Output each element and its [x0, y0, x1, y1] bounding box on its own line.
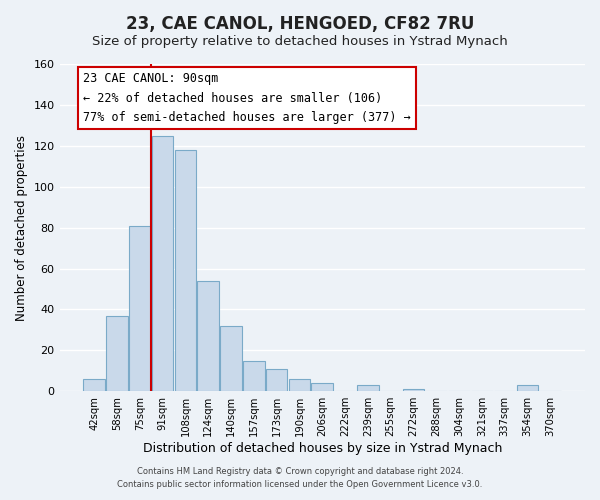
Text: 23 CAE CANOL: 90sqm
← 22% of detached houses are smaller (106)
77% of semi-detac: 23 CAE CANOL: 90sqm ← 22% of detached ho…	[83, 72, 410, 124]
Bar	[129, 226, 151, 391]
Bar	[152, 136, 173, 391]
Bar	[220, 326, 242, 391]
Bar	[106, 316, 128, 391]
Bar	[83, 379, 105, 391]
Bar	[311, 383, 333, 391]
Bar	[197, 281, 219, 391]
Bar	[175, 150, 196, 391]
X-axis label: Distribution of detached houses by size in Ystrad Mynach: Distribution of detached houses by size …	[143, 442, 502, 455]
Text: Size of property relative to detached houses in Ystrad Mynach: Size of property relative to detached ho…	[92, 35, 508, 48]
Bar	[403, 389, 424, 391]
Y-axis label: Number of detached properties: Number of detached properties	[15, 134, 28, 320]
Bar	[517, 385, 538, 391]
Bar	[243, 360, 265, 391]
Bar	[357, 385, 379, 391]
Bar	[289, 379, 310, 391]
Bar	[266, 368, 287, 391]
Text: 23, CAE CANOL, HENGOED, CF82 7RU: 23, CAE CANOL, HENGOED, CF82 7RU	[126, 15, 474, 33]
Text: Contains HM Land Registry data © Crown copyright and database right 2024.
Contai: Contains HM Land Registry data © Crown c…	[118, 467, 482, 489]
